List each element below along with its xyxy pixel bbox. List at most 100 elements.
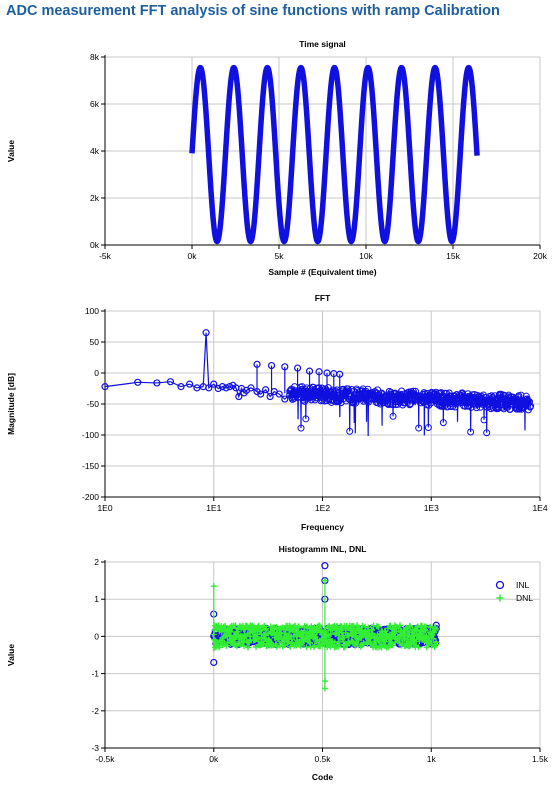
fft-spur-marker bbox=[281, 363, 289, 371]
x-tick-label: 1E3 bbox=[424, 503, 439, 513]
dnl-point bbox=[362, 623, 369, 630]
fft-point bbox=[467, 428, 475, 436]
fft-point bbox=[473, 404, 481, 412]
legend-dnl-label: DNL bbox=[516, 593, 533, 603]
fft-point bbox=[275, 390, 283, 398]
fft-point bbox=[302, 415, 310, 423]
dnl-point bbox=[240, 642, 247, 649]
dnl-point bbox=[287, 643, 294, 650]
dnl-point bbox=[365, 624, 372, 631]
fft-point bbox=[527, 402, 535, 410]
fft-point bbox=[389, 412, 397, 420]
y-axis-label: Value bbox=[6, 644, 16, 666]
fft-point bbox=[395, 391, 403, 399]
histogram-inl-dnl-chart: Histogramm INL, DNL Code Value -0.5k 0k 0.5k 1… bbox=[6, 544, 549, 782]
dnl-point bbox=[297, 641, 304, 648]
fft-point bbox=[439, 419, 447, 427]
x-tick-label: 1E0 bbox=[97, 503, 112, 513]
fft-spur-marker bbox=[336, 370, 344, 378]
fft-point bbox=[222, 384, 230, 392]
x-tick-label: 0k bbox=[209, 754, 219, 764]
fft-point bbox=[346, 427, 354, 435]
fft-point bbox=[281, 395, 289, 403]
dnl-point bbox=[253, 643, 260, 650]
x-tick-label: 20k bbox=[533, 251, 547, 261]
dnl-point bbox=[316, 623, 323, 630]
y-axis-label: Magnitude [dB] bbox=[6, 373, 16, 435]
y-tick-label: 8k bbox=[90, 52, 100, 62]
y-tick-label: 0 bbox=[94, 631, 99, 641]
y-tick-label: -3 bbox=[91, 743, 99, 753]
y-tick-label: 1 bbox=[94, 594, 99, 604]
x-tick-label: 1E2 bbox=[315, 503, 330, 513]
fft-point bbox=[489, 404, 497, 412]
fft-point bbox=[524, 397, 532, 405]
x-axis-label: Code bbox=[312, 772, 334, 782]
dnl-point bbox=[423, 644, 430, 651]
dnl-point bbox=[375, 637, 382, 644]
dnl-point bbox=[246, 639, 253, 646]
fft-spur-marker bbox=[323, 369, 331, 377]
y-tick-label: 2k bbox=[90, 193, 100, 203]
x-tick-label: 5k bbox=[275, 251, 285, 261]
dnl-point bbox=[295, 624, 302, 631]
fft-point bbox=[415, 424, 423, 432]
fft-point bbox=[373, 389, 381, 397]
x-axis-label: Sample # (Equivalent time) bbox=[268, 267, 376, 277]
dnl-point bbox=[336, 641, 343, 648]
fft-point bbox=[364, 398, 372, 406]
fft-point bbox=[205, 384, 213, 392]
fft-point bbox=[412, 387, 420, 395]
y-tick-label: -150 bbox=[82, 461, 99, 471]
fft-point bbox=[235, 392, 243, 401]
fft-point bbox=[266, 392, 274, 401]
y-tick-label: -2 bbox=[91, 706, 99, 716]
fft-point bbox=[464, 390, 472, 398]
inl-point bbox=[321, 562, 329, 570]
dnl-point bbox=[322, 678, 329, 685]
y-tick-label: 0k bbox=[90, 240, 100, 250]
x-tick-label: -0.5k bbox=[96, 754, 116, 764]
dnl-point bbox=[223, 642, 230, 649]
dnl-point bbox=[227, 628, 234, 635]
y-tick-label: 6k bbox=[90, 99, 100, 109]
fft-point bbox=[480, 416, 488, 424]
x-tick-label: 1k bbox=[427, 754, 437, 764]
fft-point bbox=[177, 383, 185, 391]
fft-point bbox=[210, 380, 218, 388]
dnl-point bbox=[382, 628, 389, 635]
fft-point bbox=[424, 424, 432, 432]
dnl-point bbox=[415, 644, 422, 651]
fft-point bbox=[101, 383, 109, 391]
dnl-point bbox=[369, 630, 376, 637]
fft-point bbox=[451, 403, 459, 411]
fft-point bbox=[503, 400, 511, 408]
y-tick-label: 100 bbox=[85, 306, 99, 316]
y-tick-label: 2 bbox=[94, 557, 99, 567]
fft-point bbox=[257, 390, 265, 398]
dnl-point bbox=[375, 623, 382, 630]
fft-spur-marker bbox=[267, 361, 276, 370]
dnl-point bbox=[433, 641, 440, 648]
x-tick-label: 1.5k bbox=[532, 754, 549, 764]
y-tick-label: 0 bbox=[94, 368, 99, 378]
x-tick-label: 0.5k bbox=[314, 754, 331, 764]
dnl-series bbox=[210, 577, 440, 692]
dnl-point bbox=[426, 637, 433, 644]
x-tick-label: 15k bbox=[446, 251, 460, 261]
y-axis-label: Value bbox=[6, 140, 16, 162]
fft-point bbox=[522, 399, 530, 407]
y-tick-label: 4k bbox=[90, 146, 100, 156]
x-tick-label: 0k bbox=[188, 251, 198, 261]
dnl-point bbox=[321, 685, 328, 692]
dnl-point bbox=[430, 635, 437, 642]
fft-point bbox=[459, 389, 467, 397]
dnl-point bbox=[210, 583, 217, 590]
fft-point bbox=[483, 429, 491, 437]
legend-inl-marker bbox=[495, 580, 505, 590]
page-title: ADC measurement FFT analysis of sine fun… bbox=[6, 3, 500, 19]
y-tick-label: -200 bbox=[82, 492, 99, 502]
x-tick-label: 1E4 bbox=[532, 503, 547, 513]
fft-point bbox=[526, 398, 534, 406]
